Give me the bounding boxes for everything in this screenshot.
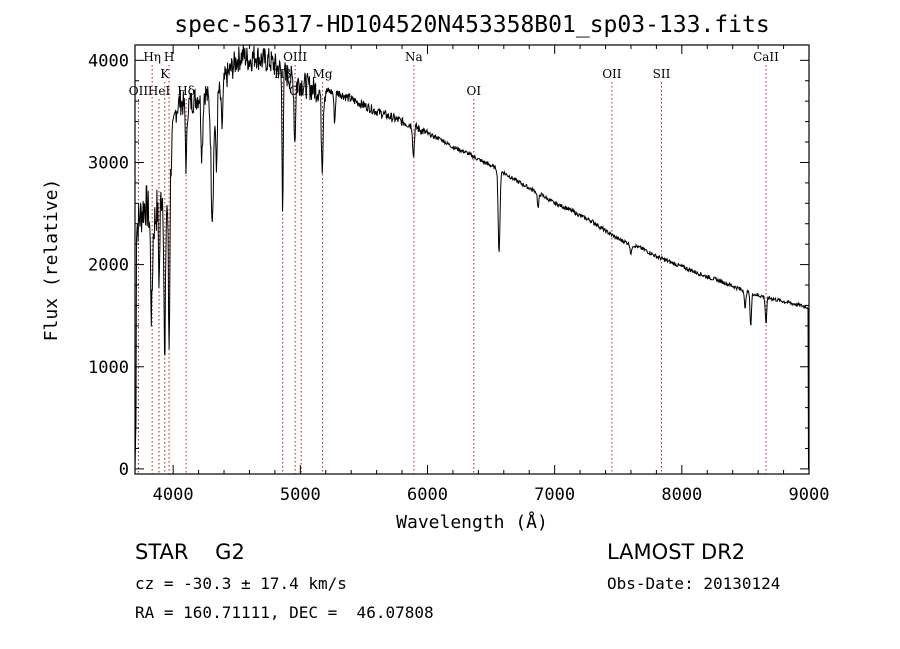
- x-tick-label: 7000: [534, 485, 575, 505]
- line-marker-label: SII: [653, 67, 671, 81]
- coordinates: RA = 160.71111, DEC = 46.07808: [135, 603, 434, 622]
- line-marker-label: Mg: [313, 67, 333, 81]
- axis-ticks: 4000 5000 6000 7000 8000 9000 0 1000 2000 3000 400…: [88, 45, 829, 505]
- x-tick-label: 6000: [407, 485, 448, 505]
- x-axis-label: Wavelength (Å): [396, 511, 548, 533]
- chart-title: spec-56317-HD104520N453358B01_sp03-133.f…: [174, 12, 769, 38]
- line-marker-label: K: [160, 67, 170, 81]
- line-marker-label: OII: [129, 84, 149, 98]
- x-tick-label: 4000: [153, 485, 194, 505]
- plot-frame: [134, 44, 810, 475]
- y-tick-label: 2000: [88, 256, 129, 276]
- y-tick-label: 1000: [88, 358, 129, 378]
- spectrum-line: [134, 44, 809, 470]
- survey-label: LAMOST DR2: [607, 540, 746, 564]
- line-marker-label: Hη: [143, 50, 161, 64]
- line-marker-label: HeI: [148, 84, 171, 98]
- x-tick-label: 9000: [789, 485, 830, 505]
- redshift: cz = -30.3 ± 17.4 km/s: [135, 574, 347, 593]
- line-marker-label: OIII: [283, 50, 307, 64]
- line-marker-label: OII: [602, 67, 622, 81]
- line-marker-label: Na: [405, 50, 423, 64]
- line-marker-label: CaII: [753, 50, 779, 64]
- observation-date: Obs-Date: 20130124: [607, 574, 781, 593]
- x-tick-label: 8000: [661, 485, 702, 505]
- x-tick-label: 5000: [280, 485, 321, 505]
- classification: STAR G2: [135, 540, 245, 564]
- line-marker-label: H: [164, 50, 174, 64]
- y-tick-label: 4000: [88, 51, 129, 71]
- y-tick-label: 3000: [88, 153, 129, 173]
- y-tick-label: 0: [119, 460, 129, 480]
- y-axis-label: Flux (relative): [41, 179, 62, 342]
- line-marker-label: OI: [466, 84, 481, 98]
